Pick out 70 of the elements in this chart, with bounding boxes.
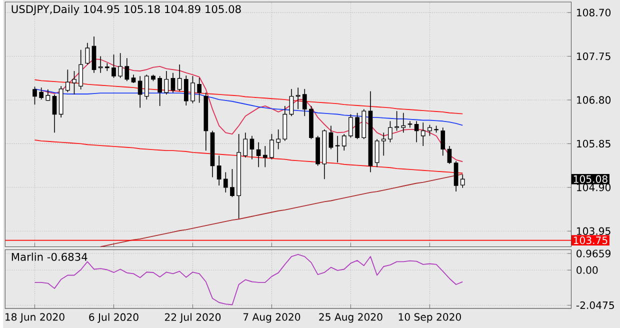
candlestick xyxy=(216,155,222,186)
candlestick xyxy=(177,64,182,92)
candlestick xyxy=(394,110,399,132)
x-tick-label: 18 Jun 2020 xyxy=(6,312,64,322)
y-tick-label: 103.95 xyxy=(577,227,610,235)
y-tick-label: 0.9659 xyxy=(576,250,610,258)
candlestick xyxy=(164,70,169,95)
chart-title: Marlin -0.6834 xyxy=(12,252,88,261)
chart-title: USDJPY,Daily 104.95 105.18 104.89 105.08 xyxy=(12,4,241,16)
y-tick-label: 106.80 xyxy=(577,96,611,104)
candlestick xyxy=(454,160,458,192)
candlestick xyxy=(92,36,96,74)
candlestick xyxy=(184,75,188,106)
candlestick xyxy=(289,88,294,116)
candlestick xyxy=(355,112,360,140)
candlestick xyxy=(388,120,392,143)
text: 105.08 xyxy=(574,175,608,183)
candlestick xyxy=(256,142,261,168)
x-tick-label: 10 Sep 2020 xyxy=(398,312,461,323)
candlestick xyxy=(428,124,432,136)
candlestick xyxy=(243,132,248,158)
candlestick xyxy=(52,94,57,133)
candlestick xyxy=(118,52,123,78)
candlestick xyxy=(250,135,254,160)
y-tick-label: 108.70 xyxy=(577,8,611,16)
candlestick xyxy=(190,76,195,104)
candlestick xyxy=(65,69,70,92)
candlestick xyxy=(447,145,452,164)
y-tick-label: 0.00 xyxy=(576,266,598,274)
y-tick-label: 107.75 xyxy=(577,52,610,60)
candlestick xyxy=(342,133,346,151)
candlestick xyxy=(46,88,50,102)
candlestick xyxy=(197,77,202,103)
candlestick xyxy=(78,49,84,90)
candlestick xyxy=(381,132,386,156)
candlestick xyxy=(223,172,228,193)
y-tick-label: 105.85 xyxy=(577,140,610,148)
y-tick-label: 104.90 xyxy=(577,183,611,192)
candlestick xyxy=(460,174,465,188)
candlestick xyxy=(262,145,268,168)
candlestick xyxy=(158,76,162,106)
x-tick-label: 7 Aug 2020 xyxy=(243,312,300,323)
candlestick xyxy=(270,133,274,160)
candlestick xyxy=(98,56,103,74)
x-tick-label: 25 Aug 2020 xyxy=(319,312,382,323)
candlestick xyxy=(296,87,300,110)
candlestick xyxy=(39,87,44,100)
candlestick xyxy=(144,74,149,100)
y-tick-label: -2.0475 xyxy=(576,301,614,309)
candlestick xyxy=(170,72,176,93)
candlestick xyxy=(85,42,90,65)
candlestick xyxy=(414,120,419,143)
candlestick xyxy=(401,112,406,133)
candlestick xyxy=(72,70,76,95)
ref-line-label: 103.75 xyxy=(574,236,608,244)
candlestick xyxy=(348,114,353,138)
candlestick xyxy=(328,125,334,150)
candlestick xyxy=(420,122,426,146)
x-tick-label: 22 Jul 2020 xyxy=(164,312,221,323)
candlestick xyxy=(230,168,234,198)
candlestick xyxy=(138,76,142,108)
candlestick xyxy=(440,127,446,156)
candlestick xyxy=(374,138,380,168)
candlestick xyxy=(124,58,130,82)
candlestick xyxy=(276,128,280,150)
candlestick xyxy=(302,88,307,116)
candlestick xyxy=(112,54,116,78)
candlestick xyxy=(335,135,340,163)
x-tick-label: 6 Jul 2020 xyxy=(89,312,138,323)
candlestick xyxy=(32,86,37,105)
